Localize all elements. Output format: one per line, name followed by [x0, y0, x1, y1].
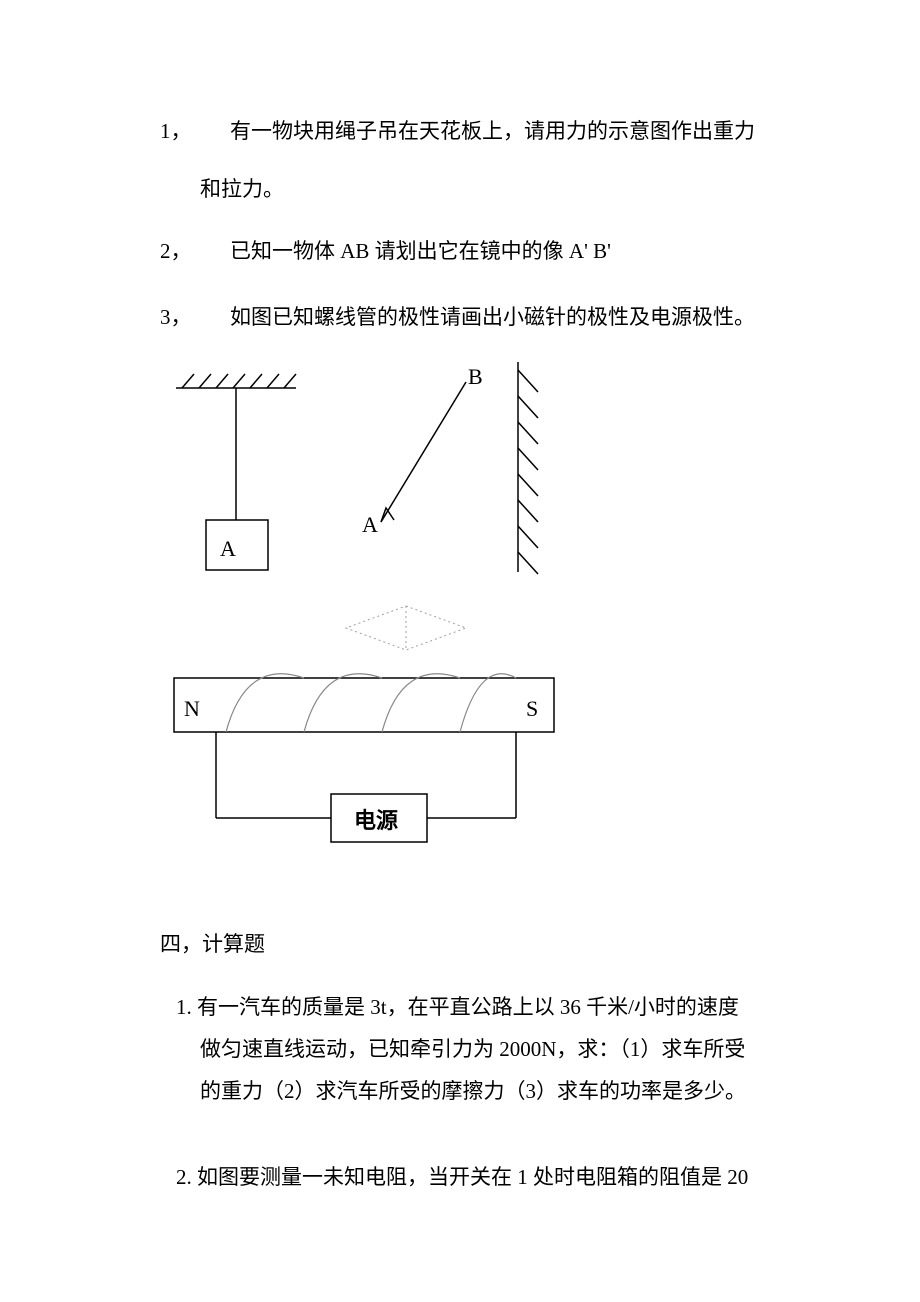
question-text: 有一物块用绳子吊在天花板上，请用力的示意图作出重力 [230, 110, 775, 152]
calc-q1-line2: 做匀速直线运动，已知牵引力为 2000N，求：（1）求车所受 [160, 1028, 775, 1070]
question-number: 3， [160, 296, 230, 338]
question-1-line2: 和拉力。 [160, 168, 775, 210]
solenoid-label-S: S [526, 696, 538, 721]
question-text: 如图已知螺线管的极性请画出小磁针的极性及电源极性。 [230, 296, 775, 338]
question-1: 1， 有一物块用绳子吊在天花板上，请用力的示意图作出重力 [160, 110, 775, 152]
figure-solenoid: N S 电源 [166, 598, 586, 888]
figures-container: A A B [166, 362, 775, 888]
calc-q1-number: 1. [176, 995, 192, 1019]
question-3: 3， 如图已知螺线管的极性请画出小磁针的极性及电源极性。 [160, 296, 775, 338]
solenoid-label-N: N [184, 696, 200, 721]
question-number: 1， [160, 110, 230, 152]
calc-q2-line1: 如图要测量一未知电阻，当开关在 1 处时电阻箱的阻值是 20 [197, 1165, 748, 1189]
label-B: B [468, 364, 483, 389]
question-2: 2， 已知一物体 AB 请划出它在镜中的像 A' B' [160, 230, 775, 272]
calc-question-1: 1. 有一汽车的质量是 3t，在平直公路上以 36 千米/小时的速度 做匀速直线… [160, 986, 775, 1112]
block-label-A: A [220, 536, 236, 561]
question-text: 已知一物体 AB 请划出它在镜中的像 A' B' [230, 230, 775, 272]
calc-q1-line3: 的重力（2）求汽车所受的摩擦力（3）求车的功率是多少。 [160, 1070, 775, 1112]
figure-mirror-ab: A B [326, 362, 546, 592]
figure-hanging-block: A [166, 362, 316, 592]
section-4-title: 四，计算题 [160, 928, 775, 958]
calc-question-2: 2. 如图要测量一未知电阻，当开关在 1 处时电阻箱的阻值是 20 [160, 1156, 775, 1198]
calc-q1-line1: 有一汽车的质量是 3t，在平直公路上以 36 千米/小时的速度 [197, 995, 739, 1019]
question-number: 2， [160, 230, 230, 272]
calc-q2-number: 2. [176, 1165, 192, 1189]
power-label: 电源 [354, 808, 398, 833]
label-A: A [362, 512, 378, 537]
